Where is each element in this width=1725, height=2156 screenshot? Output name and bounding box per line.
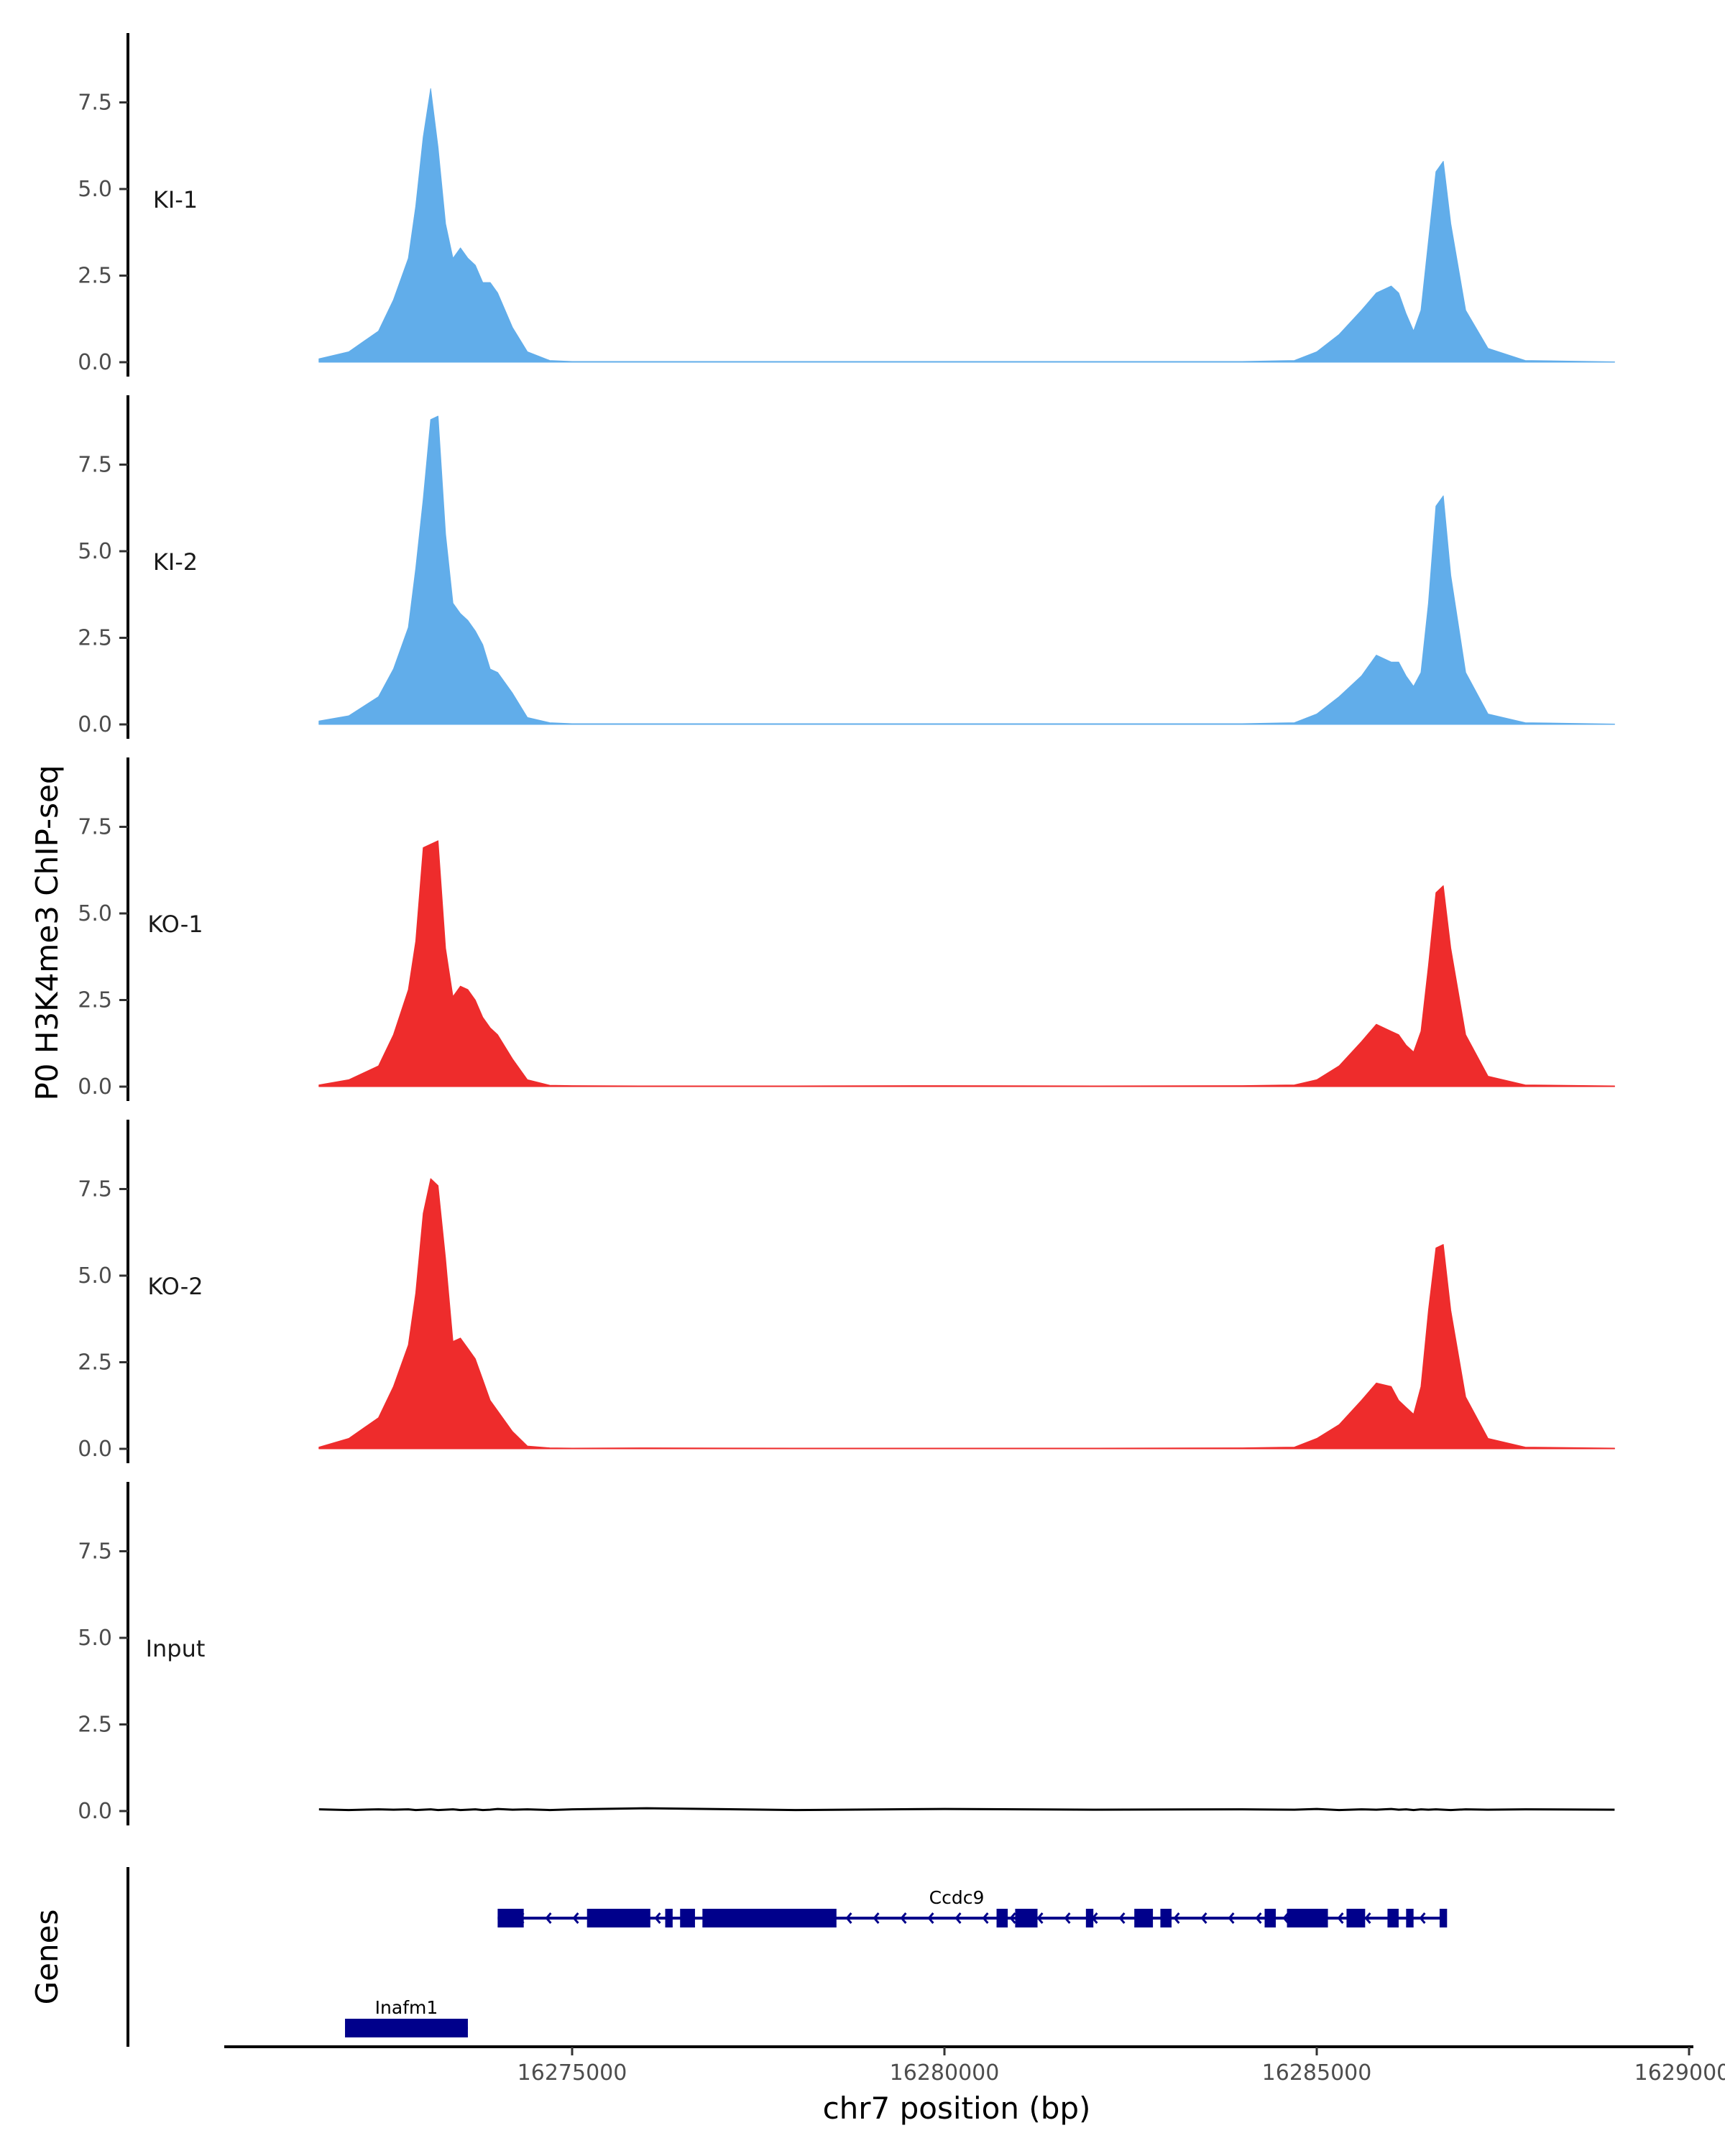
y-tick-label: 5.0 <box>78 1263 112 1289</box>
gene-exon <box>1160 1909 1172 1927</box>
strand-arrow <box>791 1912 798 1924</box>
gene-exon <box>1085 1909 1094 1927</box>
gene-inafm1: Inafm1 <box>345 1997 468 2037</box>
strand-arrow <box>654 1912 661 1924</box>
y-tick-label: 7.5 <box>78 1539 112 1565</box>
strand-arrow <box>1337 1912 1344 1924</box>
strand-arrow <box>518 1912 525 1924</box>
strand-arrow <box>627 1912 634 1924</box>
strand-arrow <box>681 1912 689 1924</box>
coverage-area <box>318 415 1615 725</box>
strand-arrow <box>1255 1912 1262 1924</box>
strand-arrow <box>954 1912 962 1924</box>
y-tick-label: 0.0 <box>78 712 112 737</box>
gene-exon <box>345 2019 468 2037</box>
gene-exon <box>1406 1909 1414 1927</box>
y-tick-label: 7.5 <box>78 91 112 116</box>
gene-ccdc9: Ccdc9 <box>497 1887 1448 1927</box>
strand-arrow <box>599 1912 607 1924</box>
gene-exon <box>702 1909 837 1927</box>
strand-arrow <box>1173 1912 1180 1924</box>
coverage-tracks: 0.0 2.5 5.0 7.5 KI-1 0.0 2.5 5.0 7.5 KI-2 0.0 2.5 5.… <box>78 33 1615 1825</box>
x-axis: 16275000 16280000 16285000 16290000 <box>224 2045 1725 2086</box>
y-tick-label: 0.0 <box>78 1074 112 1100</box>
coverage-area <box>318 1178 1615 1450</box>
y-tick-label: 7.5 <box>78 1177 112 1202</box>
y-tick-label: 5.0 <box>78 177 112 202</box>
strand-arrow <box>845 1912 852 1924</box>
gene-exon <box>1439 1909 1448 1927</box>
gene-exon <box>665 1909 673 1927</box>
gene-label: Ccdc9 <box>929 1887 985 1908</box>
gene-exon <box>1015 1909 1038 1927</box>
strand-arrow <box>709 1912 716 1924</box>
gene-track: Ccdc9 Inafm1 <box>126 1867 1448 2047</box>
y-tick-label: 0.0 <box>78 1799 112 1824</box>
y-tick-label: 0.0 <box>78 350 112 375</box>
strand-arrow <box>763 1912 770 1924</box>
strand-arrow <box>1310 1912 1317 1924</box>
gene-exon <box>1346 1909 1366 1927</box>
track-label: KI-2 <box>153 548 198 576</box>
y-tick-label: 2.5 <box>78 626 112 651</box>
y-tick-label: 0.0 <box>78 1437 112 1462</box>
y-tick-label: 2.5 <box>78 1713 112 1738</box>
y-axis-title: P0 H3K4me3 ChIP-seq <box>29 765 65 1100</box>
strand-arrow <box>545 1912 552 1924</box>
y-tick-label: 5.0 <box>78 901 112 926</box>
x-tick-label: 16290000 <box>1634 2060 1725 2086</box>
strand-arrow <box>1064 1912 1071 1924</box>
gene-exon <box>1287 1909 1328 1927</box>
gene-exon <box>586 1909 650 1927</box>
coverage-area <box>318 88 1615 363</box>
strand-arrow <box>900 1912 907 1924</box>
gene-exon <box>1264 1909 1276 1927</box>
strand-arrow <box>982 1912 989 1924</box>
strand-arrow <box>1419 1912 1426 1924</box>
strand-arrow <box>1009 1912 1016 1924</box>
x-tick-label: 16285000 <box>1262 2060 1372 2086</box>
strand-arrow <box>1200 1912 1208 1924</box>
y-tick-label: 5.0 <box>78 1626 112 1651</box>
strand-arrow <box>1392 1912 1399 1924</box>
track-ki-2: 0.0 2.5 5.0 7.5 KI-2 <box>78 395 1615 739</box>
track-input: 0.0 2.5 5.0 7.5 Input <box>78 1482 1615 1825</box>
strand-arrow <box>1146 1912 1153 1924</box>
gene-track-title: Genes <box>29 1909 65 2005</box>
strand-arrow <box>927 1912 934 1924</box>
coverage-area <box>318 840 1615 1087</box>
strand-arrow <box>873 1912 880 1924</box>
strand-arrow <box>572 1912 579 1924</box>
gene-exon <box>1134 1909 1154 1927</box>
strand-arrow <box>1091 1912 1098 1924</box>
y-tick-label: 2.5 <box>78 1350 112 1376</box>
y-tick-label: 7.5 <box>78 815 112 840</box>
gene-exon <box>996 1909 1008 1927</box>
strand-arrow <box>818 1912 825 1924</box>
track-ko-2: 0.0 2.5 5.0 7.5 KO-2 <box>78 1120 1615 1463</box>
strand-arrow <box>1118 1912 1126 1924</box>
track-ki-1: 0.0 2.5 5.0 7.5 KI-1 <box>78 33 1615 377</box>
x-tick-label: 16280000 <box>890 2060 1000 2086</box>
strand-arrow <box>736 1912 743 1924</box>
track-label: Input <box>146 1635 206 1662</box>
gene-label: Inafm1 <box>375 1997 438 2018</box>
strand-arrow <box>1228 1912 1235 1924</box>
y-tick-label: 2.5 <box>78 988 112 1013</box>
y-tick-label: 7.5 <box>78 453 112 478</box>
strand-arrow <box>1282 1912 1289 1924</box>
strand-arrow <box>1364 1912 1371 1924</box>
strand-arrow <box>1036 1912 1044 1924</box>
track-ko-1: 0.0 2.5 5.0 7.5 KO-1 <box>78 757 1615 1101</box>
y-tick-label: 5.0 <box>78 539 112 564</box>
y-tick-label: 2.5 <box>78 264 112 289</box>
x-axis-title: chr7 position (bp) <box>823 2091 1091 2126</box>
track-label: KO-2 <box>147 1273 203 1300</box>
gene-exon <box>680 1909 695 1927</box>
track-label: KI-1 <box>153 186 198 213</box>
x-tick-label: 16275000 <box>518 2060 627 2086</box>
track-label: KO-1 <box>147 911 203 938</box>
coverage-line <box>318 1807 1615 1812</box>
